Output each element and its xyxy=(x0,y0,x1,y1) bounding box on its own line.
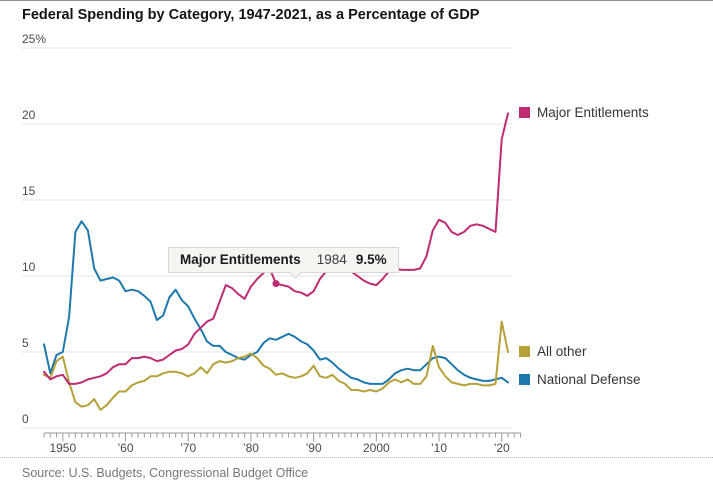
svg-text:2000: 2000 xyxy=(363,441,390,455)
svg-text:15: 15 xyxy=(22,184,36,198)
legend-item-national-defense: National Defense xyxy=(519,372,641,387)
svg-text:’10: ’10 xyxy=(431,441,447,455)
legend-label-all-other: All other xyxy=(537,344,587,359)
legend-item-major-entitlements: Major Entitlements xyxy=(519,105,649,120)
legend-label-major-entitlements: Major Entitlements xyxy=(537,105,649,120)
svg-text:’90: ’90 xyxy=(306,441,322,455)
line-chart[interactable]: 0 5 10 15 20 25% 1950 ’60 ’70 ’80 ’90 2000 ’10 ’20 xyxy=(0,1,713,461)
legend-item-all-other: All other xyxy=(519,344,587,359)
svg-text:5: 5 xyxy=(22,336,29,350)
svg-text:1950: 1950 xyxy=(49,441,76,455)
svg-text:25%: 25% xyxy=(22,32,46,46)
svg-text:’80: ’80 xyxy=(243,441,259,455)
source-note: Source: U.S. Budgets, Congressional Budg… xyxy=(22,466,309,480)
chart-title: Federal Spending by Category, 1947-2021,… xyxy=(22,7,480,23)
tooltip-series-label: Major Entitlements xyxy=(180,252,301,267)
legend-swatch-major-entitlements xyxy=(519,107,530,118)
legend-swatch-national-defense xyxy=(519,374,530,385)
footer-divider xyxy=(0,457,713,458)
tooltip: Major Entitlements 1984 9.5% xyxy=(168,247,399,279)
svg-text:’70: ’70 xyxy=(180,441,196,455)
tooltip-year: 1984 xyxy=(316,252,347,267)
svg-text:’20: ’20 xyxy=(494,441,510,455)
legend-swatch-all-other xyxy=(519,346,530,357)
svg-text:20: 20 xyxy=(22,108,36,122)
svg-text:’60: ’60 xyxy=(118,441,134,455)
svg-text:10: 10 xyxy=(22,260,36,274)
legend-label-national-defense: National Defense xyxy=(537,372,641,387)
tooltip-value: 9.5% xyxy=(355,252,387,267)
svg-text:0: 0 xyxy=(22,412,29,426)
